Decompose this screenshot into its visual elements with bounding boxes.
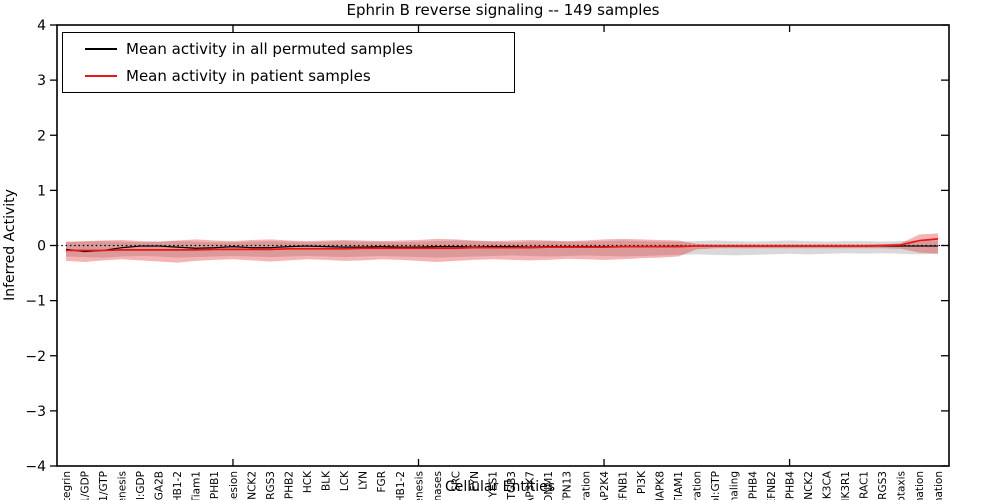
x-category-label: EFNB2	[766, 471, 778, 500]
permuted-std-band	[66, 240, 938, 258]
x-category-label: Ephrin B2/EPHB4	[747, 471, 759, 500]
y-tick-label: −2	[25, 349, 46, 365]
x-category-label: PIK3R1	[840, 471, 852, 500]
legend: Mean activity in all permuted samples Me…	[62, 32, 515, 93]
x-category-label: Ephrin B1/EPHB1-2/Tiam1	[191, 471, 203, 500]
y-tick-label: 2	[37, 128, 46, 144]
x-category-label: EPHB1	[209, 471, 221, 500]
x-category-label: MAPK8	[655, 471, 667, 500]
x-category-label: HCK	[302, 470, 314, 493]
legend-item-permuted: Mean activity in all permuted samples	[63, 37, 514, 61]
x-category-label: mol:GDP	[135, 471, 147, 500]
x-category-label: PIK3CA	[821, 470, 833, 500]
x-category-label: NCK2	[803, 471, 815, 500]
x-category-label: ITGA2B	[154, 471, 166, 500]
x-category-label: YES1	[488, 471, 500, 498]
x-category-label: BLK	[321, 470, 333, 491]
x-category-label: cell-cell signaling	[729, 471, 741, 500]
x-category-label: endothelial cell proliferation	[692, 471, 704, 500]
x-category-label: angiogenesis	[413, 471, 425, 500]
x-category-label: Rac1/GTP	[98, 471, 110, 500]
y-tick-label: −4	[25, 459, 46, 475]
x-category-label: chemotaxis	[896, 471, 908, 500]
x-category-label: PTPN13	[562, 471, 574, 500]
legend-label-patient: Mean activity in patient samples	[126, 67, 371, 86]
x-category-label: MAP3K7	[525, 471, 537, 500]
chart-title: Ephrin B reverse signaling -- 149 sample…	[346, 1, 660, 19]
x-category-label: RAC1	[859, 471, 871, 499]
legend-label-permuted: Mean activity in all permuted samples	[126, 39, 413, 58]
y-tick-label: 4	[37, 18, 46, 34]
x-category-label: FGR	[376, 471, 388, 492]
x-category-label: EFNB1	[617, 471, 629, 500]
y-tick-label: 1	[37, 183, 46, 199]
x-category-label: TIAM1	[673, 471, 685, 500]
x-category-label: SRC	[450, 471, 462, 492]
x-category-label: Ephrin B1/EPHB1-2	[395, 471, 407, 500]
x-category-label: Rac1/GDP	[79, 471, 91, 500]
x-category-label: Ephrin B1/EPHB1-2/Src Family Kinases	[432, 471, 444, 500]
x-category-label: Ephrin B1/EPHB1-2/NCK2	[246, 471, 258, 500]
x-category-label: ITGB3	[506, 471, 518, 500]
x-category-label: cell adhesion	[228, 471, 240, 500]
permuted-line-swatch	[85, 47, 117, 50]
x-category-label: neuron projection morphogenesis	[116, 471, 128, 500]
x-category-label: Ephrin B1/EPHB1-2/RGS3	[265, 471, 277, 500]
x-category-label: RGS3	[877, 471, 889, 500]
y-tick-label: 3	[37, 73, 46, 89]
patient-mean-line	[66, 238, 939, 252]
y-tick-label: 0	[37, 239, 46, 255]
x-category-label: endothelial cell migration	[580, 471, 592, 500]
y-tick-label: −1	[25, 294, 46, 310]
x-category-label: MAP2K4	[599, 471, 611, 500]
x-category-label: mol:GTP	[710, 471, 722, 500]
x-category-label: PI3K	[636, 470, 648, 494]
x-category-label: EPHB4	[784, 471, 796, 500]
x-category-label: DNM1	[543, 471, 555, 500]
x-category-label: LCK	[339, 470, 351, 491]
x-category-label: EPHB2	[283, 471, 295, 500]
x-axis-label: Cellular Entities	[444, 479, 556, 495]
x-category-label: FYN	[469, 471, 481, 491]
x-category-label: Ephrin B2/EPHB1-2	[172, 471, 184, 500]
x-category-label: regulation of focal adhesion formation	[914, 471, 926, 500]
x-category-label: alphaIIb/beta3 Integrin	[61, 471, 73, 500]
x-category-label: LYN	[358, 471, 370, 490]
y-tick-label: −3	[25, 404, 46, 420]
x-category-label: regulation of stress fiber formation	[933, 471, 945, 500]
legend-item-patient: Mean activity in patient samples	[63, 64, 514, 88]
patient-line-swatch	[85, 75, 117, 78]
